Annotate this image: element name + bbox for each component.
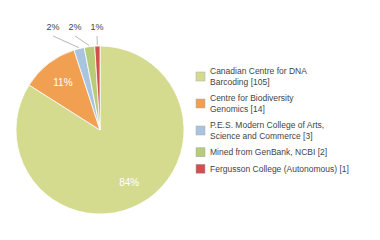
data-label: 2% bbox=[69, 22, 82, 32]
legend: Canadian Centre for DNABarcoding [105] Ce… bbox=[196, 66, 349, 174]
leader-line bbox=[97, 36, 98, 45]
legend-swatch bbox=[196, 72, 205, 81]
legend-label: Fergusson College (Autonomous) [1] bbox=[210, 164, 349, 174]
pie-slice bbox=[16, 46, 184, 214]
leader-line bbox=[53, 36, 79, 48]
pie-slice bbox=[84, 46, 100, 130]
data-label: 84% bbox=[119, 177, 139, 188]
leader-line bbox=[75, 36, 89, 46]
chart: 84% 11% 1% 2% 2% Canadian Centre for DNABarco… bbox=[0, 0, 380, 240]
pie-slice bbox=[95, 46, 100, 130]
legend-swatch bbox=[196, 99, 205, 108]
legend-swatch bbox=[196, 164, 205, 173]
legend-swatch bbox=[196, 126, 205, 135]
legend-swatch bbox=[196, 148, 205, 157]
data-label: 1% bbox=[91, 22, 104, 32]
chart-container: 84% 11% 1% 2% 2% Canadian Centre for DNABarco… bbox=[0, 0, 380, 240]
legend-label: Mined from GenBank, NCBI [2] bbox=[210, 147, 327, 157]
data-label: 2% bbox=[47, 22, 60, 32]
data-label: 11% bbox=[53, 77, 72, 88]
slices bbox=[16, 46, 184, 214]
legend-label: Canadian Centre for DNABarcoding [105] bbox=[210, 66, 307, 87]
legend-label: Centre for BiodiversityGenomics [14] bbox=[210, 93, 294, 114]
data-labels: 84% 11% 1% 2% 2% bbox=[47, 22, 140, 188]
legend-label: P.E.S. Modern College of Arts,Science an… bbox=[210, 120, 324, 141]
